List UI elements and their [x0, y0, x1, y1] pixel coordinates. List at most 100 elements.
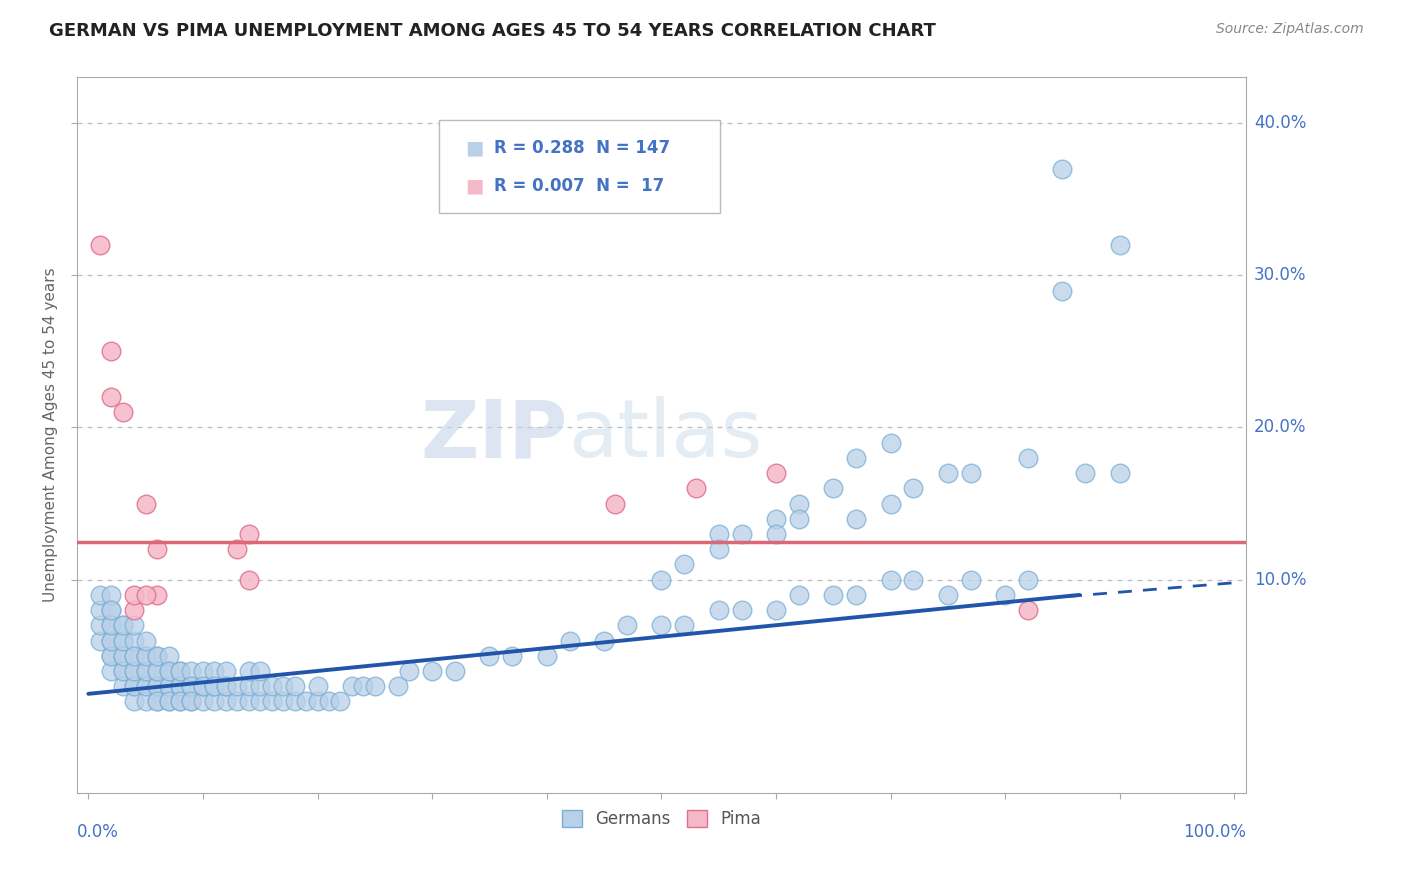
Point [1074, 466, 1097, 480]
Point [135, 679, 157, 693]
Point [146, 542, 169, 557]
Point [823, 482, 845, 496]
Point [111, 664, 134, 678]
Point [157, 679, 180, 693]
Point [879, 497, 901, 511]
Text: ■: ■ [465, 177, 484, 195]
Point [135, 648, 157, 663]
Point [122, 588, 145, 602]
Point [271, 679, 294, 693]
Point [765, 466, 787, 480]
Point [191, 679, 214, 693]
Point [202, 694, 225, 708]
Point [146, 694, 169, 708]
Point [169, 694, 191, 708]
Point [135, 588, 157, 602]
Point [879, 573, 901, 587]
Point [111, 648, 134, 663]
Point [593, 633, 616, 648]
Point [146, 664, 169, 678]
Point [226, 679, 249, 693]
Point [238, 679, 260, 693]
Point [364, 679, 387, 693]
Point [157, 664, 180, 678]
Point [685, 482, 707, 496]
Point [146, 664, 169, 678]
Point [787, 588, 810, 602]
Point [765, 603, 787, 617]
Point [169, 664, 191, 678]
Point [329, 694, 352, 708]
Point [1108, 238, 1130, 252]
Point [994, 588, 1017, 602]
Point [295, 694, 318, 708]
Point [100, 648, 122, 663]
Point [122, 633, 145, 648]
Point [191, 694, 214, 708]
Point [558, 633, 581, 648]
Point [100, 618, 122, 632]
Point [169, 679, 191, 693]
Point [650, 573, 672, 587]
Point [89, 633, 111, 648]
Point [146, 648, 169, 663]
Point [249, 679, 271, 693]
Y-axis label: Unemployment Among Ages 45 to 54 years: Unemployment Among Ages 45 to 54 years [44, 268, 58, 602]
Point [398, 664, 420, 678]
Point [122, 679, 145, 693]
Point [180, 694, 202, 708]
Point [238, 573, 260, 587]
Point [318, 694, 340, 708]
Point [146, 679, 169, 693]
Point [122, 664, 145, 678]
Point [180, 679, 202, 693]
Point [191, 664, 214, 678]
Point [191, 679, 214, 693]
Point [135, 497, 157, 511]
Point [959, 466, 981, 480]
Point [100, 603, 122, 617]
Text: 0.0%: 0.0% [77, 823, 118, 841]
Point [111, 648, 134, 663]
Point [202, 679, 225, 693]
Point [100, 390, 122, 404]
Point [1108, 466, 1130, 480]
Point [135, 679, 157, 693]
Point [180, 694, 202, 708]
Point [215, 679, 238, 693]
Text: GERMAN VS PIMA UNEMPLOYMENT AMONG AGES 45 TO 54 YEARS CORRELATION CHART: GERMAN VS PIMA UNEMPLOYMENT AMONG AGES 4… [49, 22, 936, 40]
Point [787, 512, 810, 526]
Point [673, 618, 696, 632]
Point [100, 664, 122, 678]
Point [157, 679, 180, 693]
Point [146, 694, 169, 708]
Point [707, 527, 730, 541]
Text: 10.0%: 10.0% [1254, 571, 1306, 589]
Point [180, 664, 202, 678]
Point [100, 344, 122, 359]
Point [122, 694, 145, 708]
Point [135, 648, 157, 663]
Text: 20.0%: 20.0% [1254, 418, 1306, 436]
Point [845, 588, 868, 602]
Point [903, 573, 925, 587]
Point [135, 694, 157, 708]
Point [157, 648, 180, 663]
Point [169, 694, 191, 708]
Legend: Germans, Pima: Germans, Pima [555, 803, 768, 835]
Text: ■: ■ [465, 138, 484, 157]
Point [1017, 450, 1039, 465]
Point [215, 664, 238, 678]
Point [215, 679, 238, 693]
Point [238, 694, 260, 708]
Point [730, 603, 752, 617]
Point [260, 694, 283, 708]
Point [707, 542, 730, 557]
Point [260, 679, 283, 693]
Point [89, 238, 111, 252]
Point [202, 664, 225, 678]
Point [650, 618, 672, 632]
Point [169, 679, 191, 693]
Point [879, 435, 901, 450]
Point [284, 679, 307, 693]
